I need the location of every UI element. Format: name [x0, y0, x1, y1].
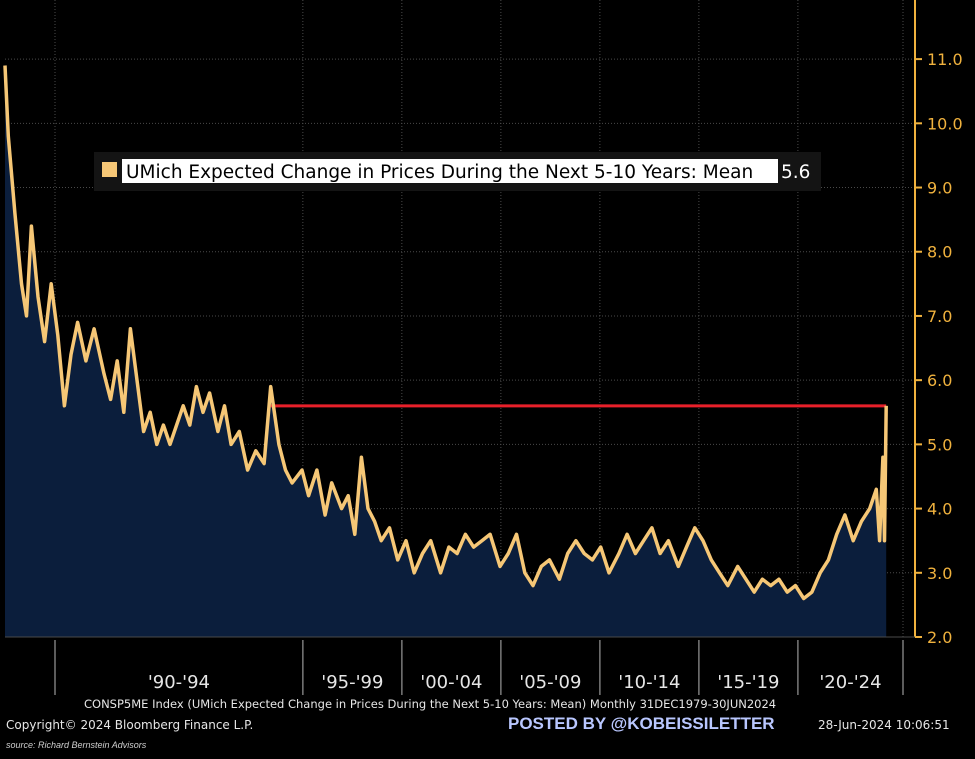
- x-tick-label: '90-'94: [148, 672, 210, 693]
- x-tick-label: '00-'04: [420, 672, 482, 693]
- chart-description: CONSP5ME Index (UMich Expected Change in…: [84, 697, 777, 711]
- x-tick-label: '05-'09: [519, 672, 581, 693]
- x-tick-label: '20-'24: [819, 672, 881, 693]
- series-line-layer: [3, 65, 888, 601]
- x-tick-label: '15-'19: [717, 672, 779, 693]
- series-line: [3, 65, 888, 601]
- legend: UMich Expected Change in Prices During t…: [94, 152, 821, 191]
- y-tick-label: 4.0: [927, 500, 952, 519]
- area-layer: [5, 65, 887, 637]
- timestamp: 28-Jun-2024 10:06:51: [818, 718, 950, 732]
- y-tick-label: 9.0: [927, 179, 952, 198]
- x-axis: '90-'94 '95-'99 '00-'04 '05-'09 '10-'14 '15-'…: [5, 636, 915, 695]
- y-tick-label: 8.0: [927, 243, 952, 262]
- y-tick-label: 11.0: [927, 50, 963, 69]
- y-tick-label: 6.0: [927, 371, 952, 390]
- legend-label-background: [122, 159, 778, 183]
- y-tick-label: 5.0: [927, 435, 952, 454]
- legend-last-value: 5.6: [781, 162, 810, 183]
- source-note: source: Richard Bernstein Advisors: [6, 740, 147, 750]
- x-tick-label: '10-'14: [618, 672, 680, 693]
- y-tick-label: 7.0: [927, 307, 952, 326]
- legend-series-name: UMich Expected Change in Prices During t…: [126, 162, 753, 183]
- series-area: [5, 65, 887, 637]
- x-tick-label: '95-'99: [321, 672, 383, 693]
- y-tick-label: 10.0: [927, 114, 963, 133]
- y-tick-label: 2.0: [927, 628, 952, 647]
- posted-by: POSTED BY @KOBEISSILETTER: [508, 714, 775, 733]
- legend-swatch: [102, 162, 117, 177]
- copyright: Copyright© 2024 Bloomberg Finance L.P.: [6, 718, 254, 732]
- y-axis: 2.0 3.0 4.0 5.0 6.0 7.0 8.0 9.0 10.0 11.0: [914, 0, 963, 647]
- y-tick-label: 3.0: [927, 564, 952, 583]
